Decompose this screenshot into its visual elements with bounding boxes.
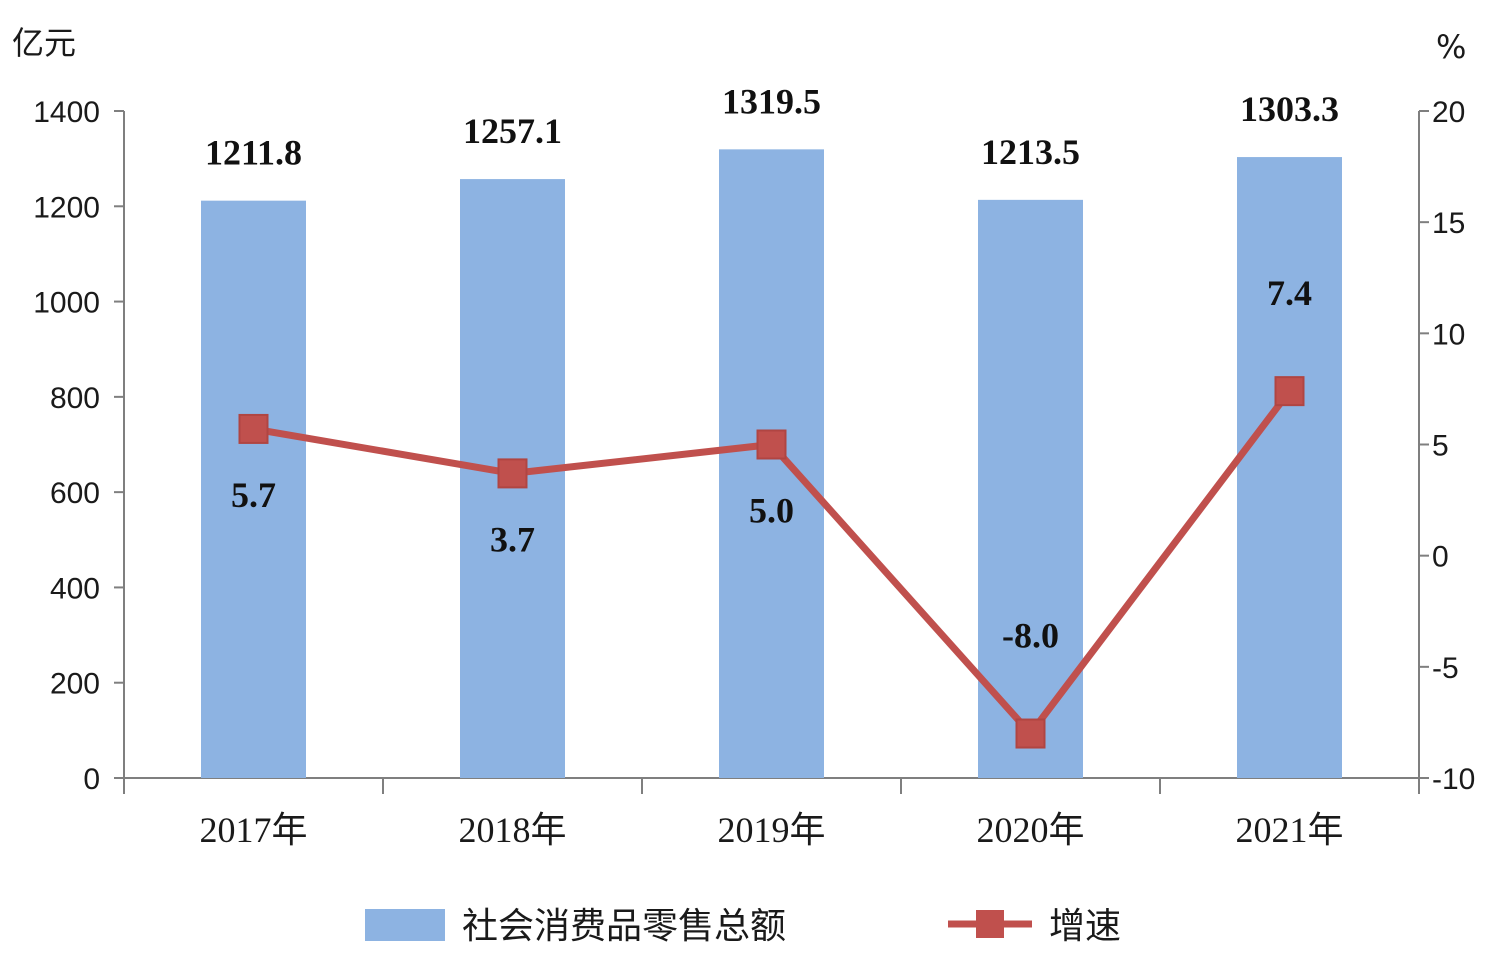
- data-labels: 1211.8 1257.1 1319.5 1213.5 1303.3 5.7 3.7 5.0 -…: [205, 81, 1339, 655]
- bar-value-label: 1319.5: [722, 81, 821, 121]
- left-tick-label: 1400: [33, 96, 100, 129]
- bar-value-label: 1303.3: [1240, 89, 1339, 129]
- bar-value-label: 1213.5: [981, 132, 1080, 172]
- left-tick-label: 1200: [33, 191, 100, 224]
- x-tick-label: 2021年: [1235, 810, 1343, 850]
- line-value-label: -8.0: [1002, 616, 1059, 656]
- axes: 0200400600800100012001400-10-50510152020…: [12, 24, 1475, 850]
- bar-series: [201, 149, 1342, 779]
- legend-line-marker: [976, 910, 1004, 938]
- legend-bar-swatch: [365, 909, 445, 941]
- right-tick-label: 15: [1432, 207, 1465, 240]
- left-tick-label: 400: [50, 572, 100, 605]
- left-tick-label: 600: [50, 477, 100, 510]
- bar-value-label: 1211.8: [205, 133, 302, 173]
- right-tick-label: 0: [1432, 541, 1449, 574]
- left-tick-label: 1000: [33, 287, 100, 320]
- right-tick-label: 20: [1432, 96, 1465, 129]
- right-tick-label: 10: [1432, 318, 1465, 351]
- bar-value-label: 1257.1: [463, 111, 562, 151]
- legend-line-label: 增速: [1049, 906, 1121, 947]
- line-marker: [497, 458, 528, 489]
- bar: [1237, 157, 1342, 778]
- line-marker: [756, 429, 787, 460]
- line-marker: [1274, 376, 1305, 407]
- left-tick-label: 800: [50, 382, 100, 415]
- x-tick-label: 2019年: [717, 810, 825, 850]
- line-value-label: 3.7: [490, 519, 535, 559]
- legend-bar-label: 社会消费品零售总额: [462, 906, 786, 947]
- line-value-label: 5.0: [749, 491, 794, 531]
- line-value-label: 7.4: [1267, 273, 1312, 313]
- x-tick-label: 2020年: [976, 810, 1084, 850]
- bar: [201, 200, 306, 778]
- line-series: [238, 376, 1305, 749]
- left-tick-label: 200: [50, 668, 100, 701]
- left-axis-unit: 亿元: [12, 24, 76, 62]
- right-axis-unit: %: [1436, 28, 1466, 66]
- left-tick-label: 0: [83, 763, 100, 796]
- line-marker: [1015, 718, 1046, 749]
- legend: 社会消费品零售总额 增速: [365, 906, 1121, 947]
- right-tick-label: 5: [1432, 430, 1449, 463]
- line-value-label: 5.7: [231, 475, 276, 515]
- right-tick-label: -5: [1432, 652, 1459, 685]
- x-tick-label: 2017年: [199, 810, 307, 850]
- line-marker: [238, 413, 269, 444]
- bar: [719, 149, 824, 779]
- right-tick-label: -10: [1432, 763, 1475, 796]
- x-tick-label: 2018年: [458, 810, 566, 850]
